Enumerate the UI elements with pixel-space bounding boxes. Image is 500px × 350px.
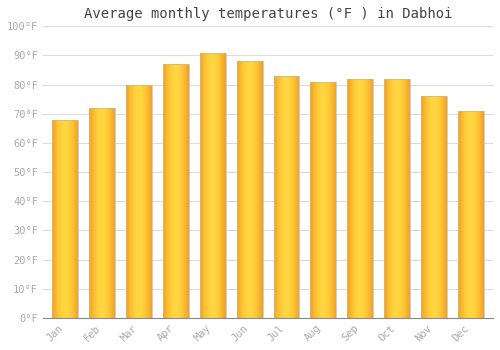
Bar bbox=[163, 64, 189, 318]
Bar bbox=[458, 111, 484, 318]
Bar bbox=[52, 120, 78, 318]
Bar bbox=[200, 52, 226, 318]
Bar bbox=[236, 61, 262, 318]
Bar bbox=[384, 79, 410, 318]
Bar bbox=[348, 79, 373, 318]
Bar bbox=[274, 76, 299, 318]
Bar bbox=[310, 82, 336, 318]
Bar bbox=[126, 85, 152, 318]
Bar bbox=[421, 96, 447, 318]
Bar bbox=[89, 108, 115, 318]
Title: Average monthly temperatures (°F ) in Dabhoi: Average monthly temperatures (°F ) in Da… bbox=[84, 7, 452, 21]
